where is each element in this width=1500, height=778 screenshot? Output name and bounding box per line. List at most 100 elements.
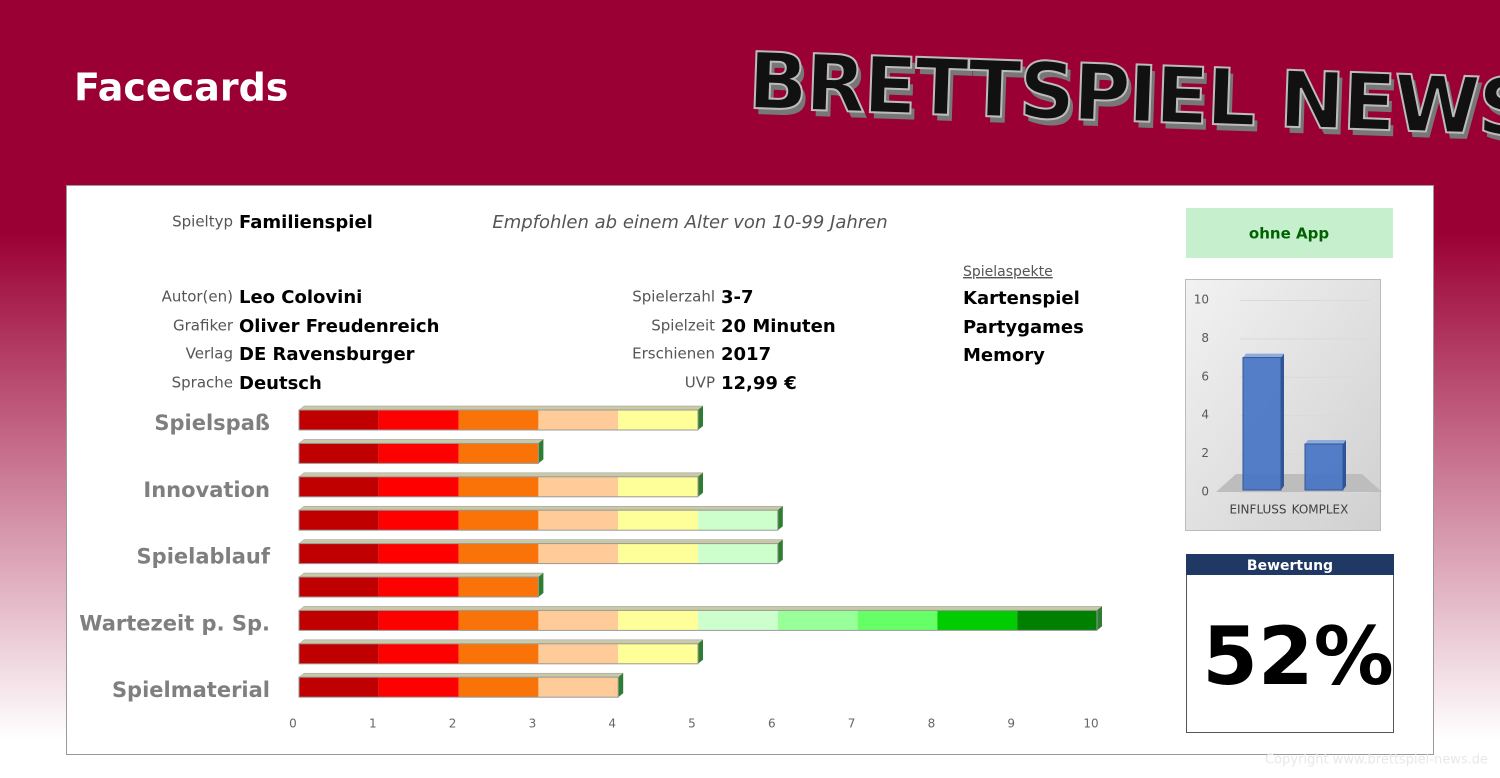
bar-segment	[299, 510, 379, 531]
info-value: 20 Minuten	[721, 316, 836, 337]
bar	[298, 572, 545, 598]
bar	[298, 606, 1103, 631]
bar-segment	[937, 610, 1018, 631]
mini-chart-floor	[1216, 474, 1382, 492]
bar-side	[777, 506, 783, 531]
bar-top	[1243, 353, 1284, 358]
bar-outline	[298, 442, 539, 464]
bar-segment	[857, 610, 938, 631]
bar-segment	[458, 476, 539, 497]
info-label: Verlag	[186, 345, 233, 363]
bar-segment	[378, 476, 459, 497]
bar-segment	[458, 677, 539, 698]
bar-segment	[618, 610, 698, 631]
x-tick-label: 10	[1083, 717, 1098, 731]
x-tick-label: 5	[688, 717, 696, 731]
bar-segment	[538, 410, 619, 430]
aspect: Partygames	[963, 317, 1084, 338]
bar-side	[1343, 440, 1346, 490]
bar-segment	[378, 643, 459, 664]
info-label: Spielerzahl	[632, 288, 715, 306]
bar-segment	[538, 543, 619, 564]
bar-segment	[538, 610, 619, 631]
bar-outline	[298, 643, 699, 665]
x-tick-label: 4	[608, 717, 616, 731]
bar-segment	[698, 610, 778, 631]
info-label: Spielzeit	[651, 317, 715, 335]
app-box	[1186, 208, 1393, 258]
bar-segment	[458, 543, 539, 564]
bar-segment	[698, 510, 778, 531]
bar	[298, 472, 704, 498]
bar-outline	[298, 609, 1098, 631]
bar-segment	[618, 643, 698, 664]
bar-segment	[777, 610, 858, 631]
x-tick-label: 1	[369, 717, 377, 731]
aspect: Memory	[963, 345, 1045, 366]
rating-header	[1186, 554, 1394, 575]
rating-box	[1186, 554, 1394, 733]
info-value: Deutsch	[239, 373, 322, 394]
bar-segment	[378, 610, 459, 631]
bar-segment	[1017, 610, 1097, 631]
x-tick-label: 3	[529, 717, 537, 731]
title: Facecards	[74, 66, 288, 110]
bar-outline	[298, 409, 699, 431]
bar-top	[298, 639, 704, 645]
x-tick-label: 9	[1007, 717, 1015, 731]
bar-segment	[299, 643, 379, 664]
bar-segment	[299, 543, 379, 564]
category-label: Spielmaterial	[112, 678, 270, 702]
info-label: Grafiker	[173, 317, 234, 335]
aspects-title: Spielaspekte	[963, 264, 1053, 280]
bar-side	[618, 673, 624, 698]
bar-segment	[538, 476, 619, 497]
info-value: Leo Colovini	[239, 287, 362, 308]
info-value: DE Ravensburger	[239, 344, 415, 365]
bar-segment	[299, 443, 379, 464]
bar-segment	[618, 543, 698, 564]
bar-segment	[458, 410, 539, 430]
bar-segment	[458, 610, 539, 631]
bar-top	[298, 606, 1103, 611]
bar-side	[538, 439, 544, 464]
bar-segment	[458, 577, 539, 597]
category-label: Wartezeit p. Sp.	[79, 611, 270, 635]
bar-segment	[378, 543, 459, 564]
age: Empfohlen ab einem Alter von 10-99 Jahre…	[492, 212, 887, 233]
bar-outline	[298, 509, 779, 531]
bar-top	[298, 439, 545, 444]
x-tick-label: 7	[848, 717, 856, 731]
x-tick-label: 6	[768, 717, 776, 731]
bar-segment	[299, 610, 379, 631]
bar-segment	[378, 510, 459, 531]
bar	[298, 405, 704, 431]
bar-segment	[538, 677, 619, 698]
info-label: Sprache	[172, 374, 233, 392]
bar-segment	[299, 410, 379, 430]
x-tick-label: KOMPLEX	[1292, 503, 1349, 517]
bar-top	[298, 539, 784, 544]
bar-segment	[299, 577, 379, 597]
bar-segment	[378, 577, 459, 597]
info-value: 3-7	[721, 287, 754, 308]
bar-side	[1097, 606, 1102, 631]
y-tick-label: 2	[1201, 446, 1209, 460]
bar	[298, 439, 545, 464]
bar-side	[1281, 353, 1284, 490]
bar-front	[1242, 357, 1282, 491]
bar-side	[698, 472, 703, 497]
category-label: Spielablauf	[137, 545, 271, 569]
bar-segment	[618, 476, 698, 497]
bar-top	[298, 405, 704, 411]
info-value: Oliver Freudenreich	[239, 316, 439, 337]
bar	[1242, 353, 1284, 491]
spieltyp-label: Spieltyp	[172, 213, 233, 231]
bar-segment	[618, 510, 698, 531]
info-value: 12,99 €	[721, 373, 797, 394]
bar-segment	[299, 476, 379, 497]
bar-front	[1304, 443, 1344, 491]
spieltyp-value: Familienspiel	[239, 212, 373, 233]
info-value: 2017	[721, 344, 771, 365]
